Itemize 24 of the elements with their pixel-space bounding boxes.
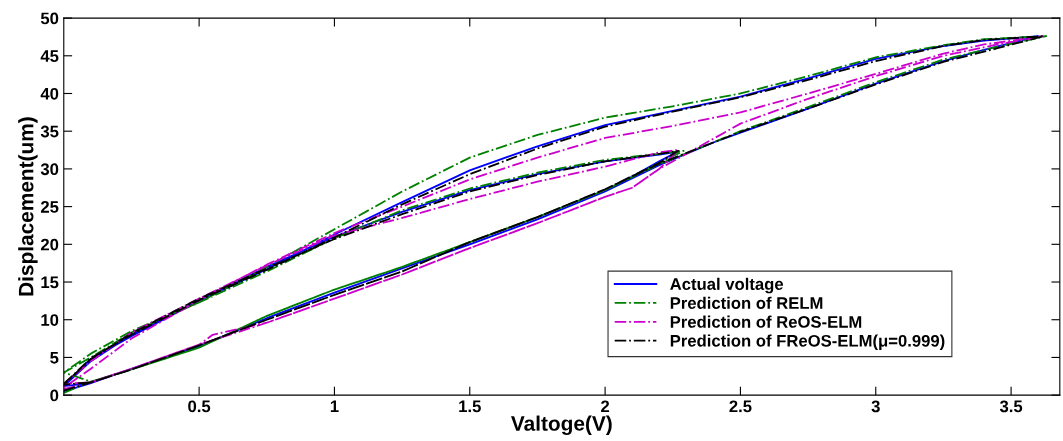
y-tick-label: 0	[50, 389, 59, 402]
x-tick-label: 3	[871, 400, 880, 413]
y-tick-label: 20	[40, 238, 59, 251]
x-tick-label: 2.5	[729, 400, 752, 413]
y-tick-label: 35	[40, 125, 59, 138]
y-tick-label: 50	[40, 12, 59, 25]
x-tick-label: 1	[330, 400, 339, 413]
legend-label: Actual voltage	[670, 277, 784, 294]
legend-label: Prediction of RELM	[670, 296, 823, 309]
y-tick-label: 40	[40, 87, 59, 100]
y-tick-label: 15	[41, 276, 59, 289]
x-tick-label: 2	[601, 400, 610, 413]
y-tick-label: 10	[41, 314, 59, 326]
y-axis-title: Displacement(um)	[18, 117, 38, 296]
x-axis-title: Valtoge(V)	[511, 415, 612, 436]
y-tick-label: 5	[50, 352, 59, 364]
y-tick-label: 45	[40, 50, 59, 62]
y-tick-label: 30	[40, 163, 59, 176]
x-tick-label: 3.5	[999, 400, 1023, 413]
legend-label: Prediction of FReOS-ELM(μ=0.999)	[670, 334, 945, 350]
legend-label: Prediction of ReOS-ELM	[670, 315, 862, 328]
x-tick-label: 0.5	[188, 400, 211, 413]
x-tick-label: 1.5	[459, 400, 481, 413]
y-tick-label: 25	[40, 201, 59, 213]
